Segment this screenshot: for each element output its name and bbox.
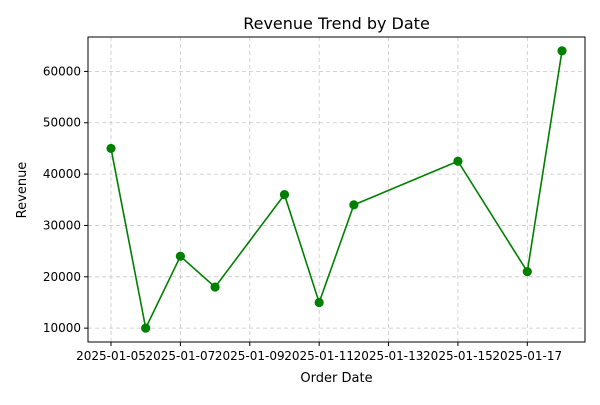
x-tick-label: 2025-01-07 bbox=[146, 349, 216, 363]
x-tick-label: 2025-01-17 bbox=[492, 349, 562, 363]
data-point bbox=[175, 251, 185, 261]
plot-frame bbox=[87, 36, 586, 343]
grid bbox=[88, 37, 585, 342]
y-axis-label: Revenue bbox=[15, 162, 30, 219]
data-point bbox=[210, 282, 220, 292]
y-tick-label: 50000 bbox=[43, 116, 81, 130]
series-lines bbox=[110, 50, 563, 331]
data-point bbox=[557, 46, 567, 56]
x-axis-label: Order Date bbox=[300, 371, 372, 386]
chart-title: Revenue Trend by Date bbox=[243, 14, 430, 33]
y-axis-ticks: 10000 20000 30000 40000 50000 60000 bbox=[43, 64, 88, 335]
x-tick-label: 2025-01-11 bbox=[284, 349, 354, 363]
x-tick-label: 2025-01-05 bbox=[76, 349, 146, 363]
x-tick-label: 2025-01-09 bbox=[215, 349, 285, 363]
y-tick-label: 60000 bbox=[43, 64, 81, 78]
y-tick-label: 40000 bbox=[43, 167, 81, 181]
data-point bbox=[522, 267, 532, 277]
x-tick-label: 2025-01-13 bbox=[354, 349, 424, 363]
data-point bbox=[106, 143, 116, 154]
y-tick-label: 10000 bbox=[43, 321, 81, 335]
y-tick-label: 20000 bbox=[43, 270, 81, 284]
x-tick-label: 2025-01-15 bbox=[423, 349, 493, 363]
data-point bbox=[314, 297, 324, 308]
data-point bbox=[141, 323, 151, 333]
data-point bbox=[279, 190, 290, 200]
data-point bbox=[349, 200, 359, 210]
x-axis-ticks: 2025-01-05 2025-01-07 2025-01-09 2025-01-11… bbox=[76, 342, 562, 363]
y-tick-label: 30000 bbox=[43, 218, 81, 232]
series-line bbox=[110, 50, 563, 331]
data-point bbox=[453, 156, 463, 166]
series-points bbox=[106, 46, 567, 333]
